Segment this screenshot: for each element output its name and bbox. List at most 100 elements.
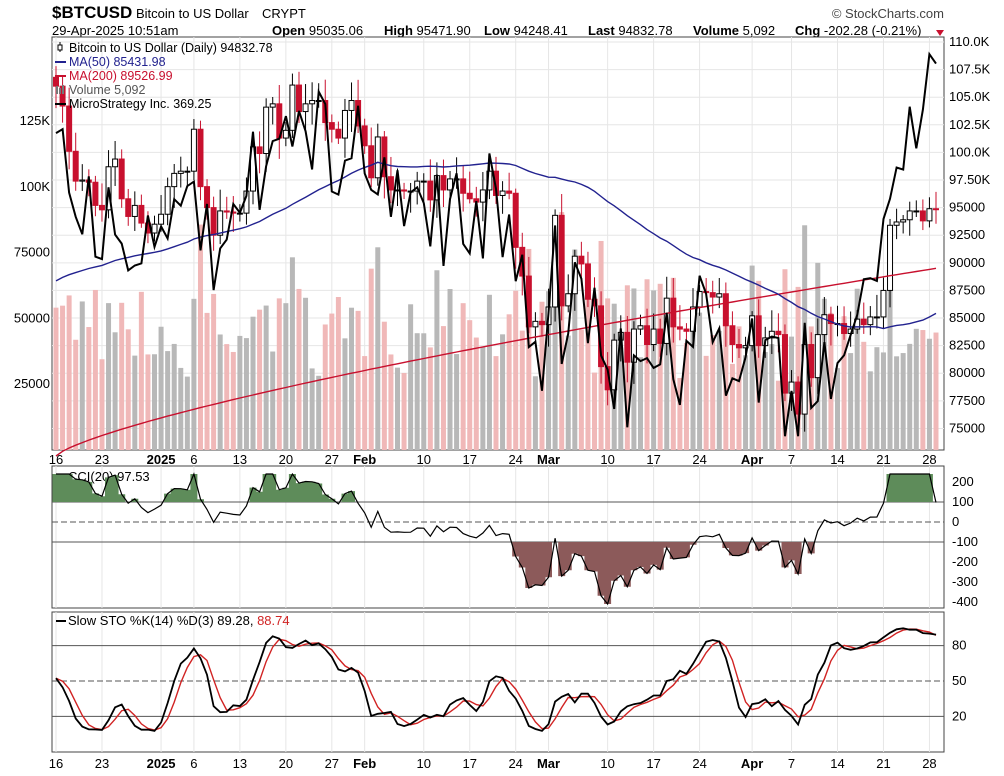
- volume-bar: [762, 352, 768, 450]
- volume-bar: [145, 354, 151, 450]
- sto-k-line: [55, 627, 937, 732]
- sto-panel: Slow STO %K(14) %D(3) 89.28, 88.74 80 50 2…: [52, 613, 966, 732]
- cci-tick-label: -300: [952, 574, 978, 589]
- sto-tick-label: 50: [952, 673, 966, 688]
- volume-bar: [349, 307, 355, 450]
- x-tick-label: 17: [462, 756, 476, 771]
- candle-body: [302, 103, 309, 113]
- volume-bar: [454, 354, 460, 450]
- x-axis-labels: 16 16 23 23 2025 2025 6 6 13 13 20 20 27 27 Feb Feb 10 10…: [49, 452, 937, 771]
- overlay-lines: [55, 51, 937, 457]
- volume-bar: [841, 316, 847, 450]
- legend-entry: MA(50) 85431.98: [69, 55, 166, 69]
- candle-body: [755, 315, 762, 347]
- candle-body: [210, 207, 217, 236]
- volume-bar: [460, 303, 466, 450]
- price-tick-label: 107.5K: [949, 62, 991, 77]
- price-tick-label: 87500: [949, 282, 985, 297]
- cci-panel-frame: [51, 465, 945, 609]
- candle-body: [900, 219, 907, 223]
- candle-body: [263, 106, 270, 155]
- candle-body: [827, 314, 834, 325]
- volume-bar: [900, 353, 906, 450]
- price-tick-label: 95000: [949, 200, 985, 215]
- price-tick-label: 80000: [949, 365, 985, 380]
- chart-header: $BTCUSD Bitcoin to US Dollar CRYPT © Sto…: [52, 3, 944, 38]
- quote-volume: Volume 5,092: [693, 23, 775, 38]
- x-tick-label: 23: [95, 452, 109, 467]
- price-tick-label: 100.0K: [949, 144, 991, 159]
- candle-body: [906, 210, 913, 221]
- volume-bar: [132, 355, 138, 450]
- volume-bar: [519, 330, 525, 450]
- volume-bar: [322, 324, 328, 450]
- volume-tick-label: 50000: [14, 310, 50, 325]
- sto-label: Slow STO %K(14) %D(3) 89.28, 88.74: [68, 613, 290, 628]
- volume-bar: [394, 367, 400, 450]
- volume-bar: [270, 351, 276, 450]
- candle-body: [197, 128, 204, 188]
- x-tick-label: 20: [279, 452, 293, 467]
- volume-bar: [125, 329, 131, 450]
- volume-bar: [66, 295, 72, 450]
- quote-low: Low 94248.41: [484, 23, 568, 38]
- volume-bar: [808, 326, 814, 450]
- candle-body: [466, 192, 473, 200]
- volume-bar: [165, 351, 171, 450]
- volume-bar: [158, 326, 164, 450]
- x-tick-label: 2025: [147, 756, 176, 771]
- cci-tick-label: 200: [952, 474, 974, 489]
- volume-bar: [690, 319, 696, 450]
- candle-body: [151, 223, 158, 234]
- quote-high: High 95471.90: [384, 23, 471, 38]
- x-tick-label: 28: [922, 452, 936, 467]
- volume-bar: [99, 359, 105, 450]
- y-axis-labels: 110.0K 107.5K 105.0K 102.5K 100.0K 97.50K 9500…: [14, 34, 991, 435]
- candle-body: [131, 204, 138, 217]
- candle-body: [538, 320, 545, 326]
- candle-body: [335, 128, 342, 139]
- down-triangle-icon: [936, 30, 944, 36]
- legend-entry: MicroStrategy Inc. 369.25: [69, 97, 211, 111]
- volume-bar: [191, 298, 197, 450]
- volume-bar: [848, 353, 854, 450]
- price-legend: Bitcoin to US Dollar (Daily) 94832.78MA(…: [55, 41, 273, 111]
- candle-body: [341, 109, 348, 139]
- volume-bar: [276, 298, 282, 450]
- volume-bar: [834, 368, 840, 450]
- volume-bar: [401, 372, 407, 450]
- volume-bar: [79, 301, 85, 450]
- volume-tick-label: 125K: [20, 113, 51, 128]
- x-tick-label: 20: [279, 756, 293, 771]
- candle-body: [256, 146, 263, 155]
- volume-bar: [913, 328, 919, 450]
- volume-bar: [171, 343, 177, 450]
- volume-bar: [106, 303, 112, 450]
- candle-body: [164, 186, 171, 215]
- price-tick-label: 110.0K: [949, 34, 990, 49]
- x-tick-label: 10: [417, 756, 431, 771]
- volume-bar: [53, 307, 59, 450]
- candle-body: [584, 263, 591, 300]
- candle-body: [361, 125, 368, 147]
- volume-bar: [237, 335, 243, 450]
- volume-bar: [769, 344, 775, 450]
- volume-bar: [618, 347, 624, 450]
- x-tick-label: Mar: [537, 452, 560, 467]
- volume-bar: [152, 354, 158, 450]
- cci-tick-label: -200: [952, 554, 978, 569]
- x-tick-label: 6: [190, 756, 197, 771]
- candle-body: [171, 172, 178, 188]
- volume-bar: [355, 310, 361, 450]
- candle-body: [893, 221, 900, 226]
- volume-bar: [637, 357, 643, 450]
- volume-bar: [546, 291, 552, 450]
- volume-bar: [716, 330, 722, 450]
- x-tick-label: Feb: [353, 756, 376, 771]
- x-tick-label: 13: [233, 756, 247, 771]
- volume-bar: [92, 289, 98, 450]
- candle-body: [644, 325, 651, 346]
- candle-body: [223, 210, 230, 213]
- volume-bar: [697, 312, 703, 450]
